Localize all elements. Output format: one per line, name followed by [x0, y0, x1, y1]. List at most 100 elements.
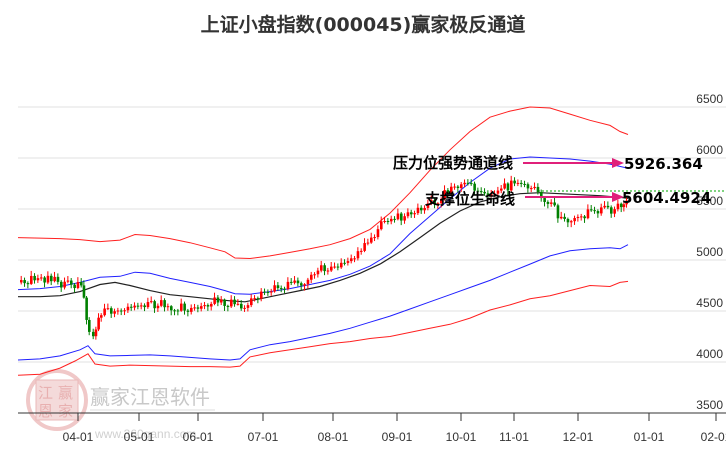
inner-lower-band — [17, 244, 629, 361]
support-label: 支撑位生命线 — [424, 190, 515, 208]
x-tick-label: 01-01 — [634, 430, 665, 444]
candle-body — [80, 282, 83, 286]
candle-body — [313, 274, 316, 276]
x-tick-label: 06-01 — [183, 430, 214, 444]
candlesticks — [20, 175, 628, 340]
candle-body — [113, 311, 116, 314]
candle-body — [143, 305, 146, 308]
candle-body — [243, 307, 246, 309]
candle-body — [160, 300, 163, 306]
y-tick-label: 4500 — [696, 296, 723, 310]
candle-body — [76, 282, 80, 289]
candle-body — [590, 209, 593, 211]
candle-body — [530, 188, 533, 190]
candle-body — [410, 212, 413, 215]
candle-body — [100, 315, 103, 318]
candle-body — [170, 306, 173, 311]
candle-body — [23, 280, 26, 284]
candle-body — [46, 275, 50, 283]
candle-body — [616, 203, 620, 210]
candle-body — [513, 180, 516, 184]
candle-body — [453, 186, 456, 188]
y-tick-label: 6000 — [696, 143, 723, 157]
candle-body — [310, 274, 313, 280]
candle-body — [126, 306, 130, 311]
candle-body — [420, 207, 423, 211]
candle-body — [323, 265, 326, 272]
outer-upper-band — [17, 106, 629, 260]
candle-body — [463, 182, 466, 185]
candle-body — [146, 302, 150, 308]
candle-body — [503, 183, 506, 189]
candle-body — [36, 278, 40, 281]
candle-body — [613, 209, 616, 214]
candle-body — [303, 284, 306, 286]
candle-body — [333, 266, 336, 268]
candle-body — [130, 306, 133, 308]
candle-body — [330, 266, 333, 271]
candle-body — [20, 280, 23, 283]
candle-body — [373, 237, 376, 239]
candle-body — [256, 298, 260, 300]
candle-body — [276, 285, 280, 289]
candle-body — [610, 207, 613, 214]
candle-body — [203, 305, 206, 307]
candle-body — [326, 270, 330, 272]
candle-body — [226, 305, 230, 307]
candle-body — [550, 202, 553, 204]
candle-body — [133, 305, 136, 308]
x-tick-label: 04-01 — [63, 430, 94, 444]
candle-body — [94, 329, 98, 337]
candle-body — [88, 319, 91, 332]
candle-body — [56, 276, 60, 282]
candle-body — [210, 303, 213, 307]
candle-body — [353, 258, 356, 260]
candle-body — [540, 192, 543, 199]
candle-body — [193, 307, 196, 309]
resistance-value: 5926.364 — [624, 155, 703, 173]
arrow-right-icon — [612, 158, 624, 168]
candle-body — [493, 193, 496, 195]
candle-body — [106, 308, 110, 310]
candle-body — [450, 186, 453, 194]
candle-body — [622, 204, 626, 208]
candle-body — [350, 258, 353, 262]
candle-body — [176, 310, 180, 312]
candle-body — [433, 199, 436, 204]
candle-body — [360, 250, 363, 252]
support-annotation: 支撑位生命线 5604.4924 — [424, 189, 711, 208]
candle-body — [526, 184, 530, 189]
outer-lower-band — [17, 280, 629, 376]
candle-body — [223, 299, 226, 306]
candle-body — [216, 297, 220, 303]
candle-body — [576, 216, 580, 219]
candle-body — [423, 207, 426, 211]
candle-body — [393, 218, 396, 220]
candle-body — [596, 211, 600, 214]
candle-body — [240, 303, 243, 309]
candle-body — [370, 237, 373, 243]
candle-body — [490, 194, 493, 196]
candle-body — [196, 307, 200, 309]
candle-body — [386, 221, 390, 223]
candle-body — [140, 305, 143, 307]
candle-body — [97, 317, 100, 330]
candle-body — [300, 283, 303, 286]
candle-body — [85, 297, 88, 320]
candle-body — [110, 308, 113, 314]
seal-char: 家 — [58, 402, 73, 420]
candle-body — [26, 283, 30, 285]
candle-body — [500, 188, 503, 191]
candle-body — [306, 279, 310, 285]
candle-body — [343, 262, 346, 264]
candle-body — [413, 213, 416, 215]
candle-body — [296, 280, 300, 284]
candle-body — [180, 303, 183, 311]
candle-body — [406, 212, 410, 217]
candle-body — [336, 266, 340, 268]
candle-body — [543, 198, 546, 202]
x-tick-label: 12-01 — [563, 430, 594, 444]
candle-body — [470, 183, 473, 185]
candle-body — [280, 288, 283, 290]
candle-body — [266, 291, 270, 293]
